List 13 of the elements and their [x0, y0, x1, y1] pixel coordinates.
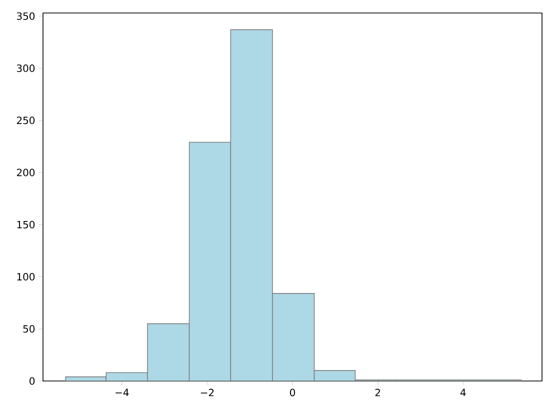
x-tick-label: −4 — [116, 388, 129, 396]
y-tick-label: 50 — [23, 325, 35, 333]
y-tick-label: 300 — [16, 64, 35, 72]
x-tick-label: 0 — [290, 388, 296, 396]
y-tick-label: 0 — [30, 377, 35, 385]
y-tick-label: 100 — [17, 272, 35, 281]
y-tick-label: 250 — [16, 116, 35, 124]
x-tick-label: 4 — [460, 388, 466, 396]
y-tick-label: 200 — [16, 168, 35, 176]
x-tick-label: −2 — [200, 388, 214, 396]
y-tick-label: 350 — [16, 12, 35, 20]
y-tick-label: 150 — [17, 220, 35, 228]
x-tick-label: 2 — [375, 388, 380, 396]
